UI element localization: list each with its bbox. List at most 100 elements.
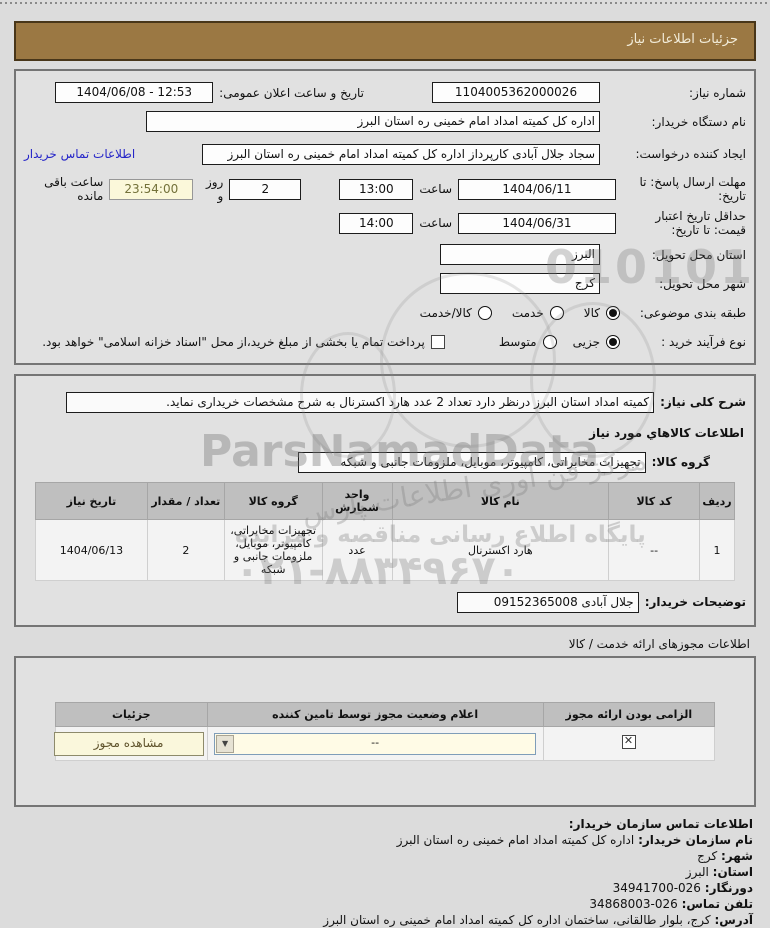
view-permit-button[interactable]: مشاهده مجوز	[53, 731, 204, 756]
col-count-unit: واحد شمارش	[321, 482, 393, 520]
col-row-number: ردیف	[699, 482, 735, 520]
radio-goods-service[interactable]	[477, 305, 492, 320]
col-goods-group: گروه کالا	[223, 482, 323, 520]
price-validity-label: حداقل تاریخ اعتبار قیمت: تا تاریخ:	[655, 209, 746, 237]
contact-address-label: آدرس:	[714, 913, 753, 927]
goods-table-header-row: ردیف کد کالا نام کالا واحد شمارش گروه کا…	[35, 482, 735, 520]
permits-heading: اطلاعات مجوزهای ارائه خدمت / کالا	[568, 637, 750, 651]
permit-status-value: --	[371, 735, 380, 749]
countdown-timer: 23:54:00	[109, 178, 194, 200]
need-info-panel: شماره نیاز: 1104005362000026 تاریخ و ساع…	[14, 69, 756, 365]
cell-need-date: 1404/06/13	[35, 519, 148, 581]
contact-province-value: البرز	[685, 865, 709, 879]
col-permit-required: الزامی بودن ارائه مجوز	[542, 702, 716, 727]
delivery-province-label: استان محل تحویل:	[651, 247, 746, 262]
cell-permit-details: مشاهده مجوز	[53, 726, 208, 761]
contact-city-line: شهر: کرج	[17, 848, 753, 864]
row-delivery-city: شهر محل تحویل: کرج	[24, 269, 746, 298]
contact-phone-label: تلفن تماس:	[681, 897, 753, 911]
row-reply-deadline: مهلت ارسال پاسخ: تا تاریخ: 1404/06/11 سا…	[24, 172, 746, 206]
radio-service[interactable]	[549, 305, 564, 320]
buyer-org-value: اداره کل کمیته امداد امام خمینی ره استان…	[146, 111, 600, 132]
creator-label: ایجاد کننده درخواست:	[635, 147, 746, 161]
treasury-checkbox-label: پرداخت تمام یا بخشی از مبلغ خرید،از محل …	[42, 334, 425, 349]
reply-hour-label: ساعت	[419, 182, 452, 196]
row-purchase-type: نوع فرآیند خرید : جزیی متوسط پرداخت تمام…	[24, 327, 746, 356]
goods-heading: اطلاعات کالاهاي مورد نياز	[589, 426, 744, 440]
buyer-notes-label: توضیحات خریدار:	[644, 595, 746, 609]
remaining-hours-label: ساعت باقی مانده	[44, 175, 104, 203]
row-need-description: شرح کلی نیاز: کمیته امداد استان البرز در…	[24, 386, 746, 418]
remaining-days-label: روز و	[205, 175, 224, 203]
col-permit-status: اعلام وضعیت مجوز توسط تامین کننده	[206, 702, 544, 727]
cell-goods-group: تجهیزات مخابراتی، کامپیوتر، موبایل، ملزو…	[223, 519, 323, 581]
contact-heading: اطلاعات تماس سازمان خریدار:	[568, 817, 753, 831]
permit-status-select[interactable]: -- ▼	[214, 732, 537, 755]
contact-province-line: استان: البرز	[17, 864, 753, 880]
radio-medium[interactable]	[542, 334, 557, 349]
page-title: جزئیات اطلاعات نیاز	[14, 21, 756, 61]
buyer-contact-block: اطلاعات تماس سازمان خریدار: نام سازمان خ…	[17, 816, 753, 928]
treasury-checkbox[interactable]	[430, 334, 445, 349]
announce-value: 1404/06/08 - 12:53	[55, 82, 214, 103]
radio-goods[interactable]	[606, 305, 620, 320]
permits-table: الزامی بودن ارائه مجوز اعلام وضعیت مجوز …	[53, 702, 716, 761]
row-goods-group: گروه کالا: تجهیزات مخابراتی، کامپیوتر، م…	[24, 446, 746, 478]
cell-quantity: 2	[146, 519, 225, 581]
goods-table: ردیف کد کالا نام کالا واحد شمارش گروه کا…	[35, 482, 735, 581]
chevron-down-icon[interactable]: ▼	[216, 734, 235, 753]
purchase-type-label: نوع فرآیند خرید :	[661, 334, 746, 349]
permits-panel: الزامی بودن ارائه مجوز اعلام وضعیت مجوز …	[14, 656, 756, 807]
contact-address-line: آدرس: کرج، بلوار طالقانی، ساختمان اداره …	[17, 912, 753, 928]
need-number-value: 1104005362000026	[432, 82, 600, 103]
contact-province-label: استان:	[712, 865, 753, 879]
contact-phone-value: 34868003-026	[589, 897, 678, 911]
row-buyer-org: نام دستگاه خریدار: اداره کل کمیته امداد …	[24, 107, 746, 136]
cell-row-number: 1	[699, 519, 735, 581]
radio-partial[interactable]	[606, 334, 620, 349]
row-buyer-notes: توضیحات خریدار: 09152365008 جلال آبادی	[24, 587, 746, 617]
top-dotted-divider	[0, 2, 770, 4]
delivery-province-value: البرز	[440, 244, 600, 265]
need-description-label: شرح کلی نیاز:	[660, 395, 746, 409]
price-hour-label: ساعت	[419, 216, 452, 230]
price-validity-time: 14:00	[339, 212, 414, 234]
col-need-date: تاریخ نیاز	[35, 482, 148, 520]
contact-address-value: کرج، بلوار طالقانی، ساختمان اداره کل کمی…	[323, 913, 711, 927]
goods-group-value: تجهیزات مخابراتی، کامپیوتر، موبایل، ملزو…	[297, 451, 646, 473]
subject-class-label: طبقه بندی موضوعی:	[639, 305, 746, 320]
contact-fax-line: دورنگار: 34941700-026	[17, 880, 753, 896]
buyer-org-label: نام دستگاه خریدار:	[651, 114, 747, 129]
reply-deadline-time: 13:00	[339, 178, 414, 200]
col-goods-code: کد کالا	[608, 482, 701, 520]
cell-permit-required	[542, 726, 716, 761]
cell-goods-code: --	[608, 519, 701, 581]
contact-org-value: اداره کل کمیته امداد امام خمینی ره استان…	[396, 833, 635, 847]
permits-row: -- ▼ مشاهده مجوز	[53, 726, 716, 761]
radio-service-label: خدمت	[511, 305, 544, 320]
cell-count-unit: عدد	[321, 519, 393, 581]
row-need-number: شماره نیاز: 1104005362000026 تاریخ و ساع…	[24, 78, 746, 107]
price-validity-date: 1404/06/31	[458, 212, 616, 234]
buyer-notes-value: 09152365008 جلال آبادی	[456, 591, 639, 613]
creator-value: سجاد جلال آبادی کارپرداز اداره کل کمیته …	[202, 143, 600, 165]
reply-deadline-label: مهلت ارسال پاسخ: تا تاریخ:	[639, 175, 746, 203]
remaining-days-value: 2	[229, 178, 302, 200]
delivery-city-value: کرج	[440, 273, 600, 294]
cell-goods-name: هارد اکسترنال	[391, 519, 610, 581]
row-creator: ایجاد کننده درخواست: سجاد جلال آبادی کار…	[24, 136, 746, 172]
permits-header-row: الزامی بودن ارائه مجوز اعلام وضعیت مجوز …	[55, 702, 716, 727]
radio-goods-label: کالا	[583, 305, 600, 320]
goods-info-panel: شرح کلی نیاز: کمیته امداد استان البرز در…	[14, 374, 756, 627]
buyer-contact-link[interactable]: اطلاعات تماس خریدار	[24, 147, 136, 161]
delivery-city-label: شهر محل تحویل:	[659, 276, 746, 291]
contact-fax-value: 34941700-026	[612, 881, 701, 895]
contact-org-line: نام سازمان خریدار: اداره کل کمیته امداد …	[17, 832, 753, 848]
permit-required-checkbox[interactable]	[621, 734, 636, 749]
need-description-value: کمیته امداد استان البرز درنظر دارد تعداد…	[66, 391, 655, 413]
goods-group-label: گروه کالا:	[651, 455, 710, 469]
announce-label: تاریخ و ساعت اعلان عمومی:	[219, 85, 364, 100]
contact-city-label: شهر:	[721, 849, 753, 863]
col-goods-name: نام کالا	[391, 482, 610, 520]
